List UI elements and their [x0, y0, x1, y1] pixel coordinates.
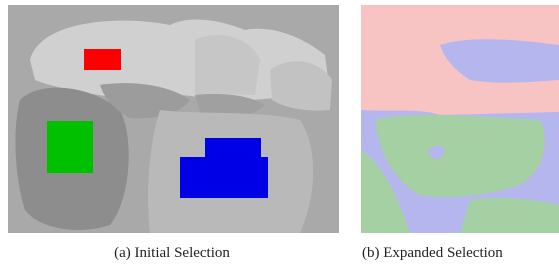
- caption: (a) Initial Selection: [114, 245, 230, 261]
- figure: (a) Initial Selection (b) Expanded Selec…: [0, 0, 559, 270]
- expanded-selection-image: [361, 5, 559, 233]
- caption: (b) Expanded Selection: [362, 245, 503, 261]
- initial-selection-image: [8, 5, 339, 233]
